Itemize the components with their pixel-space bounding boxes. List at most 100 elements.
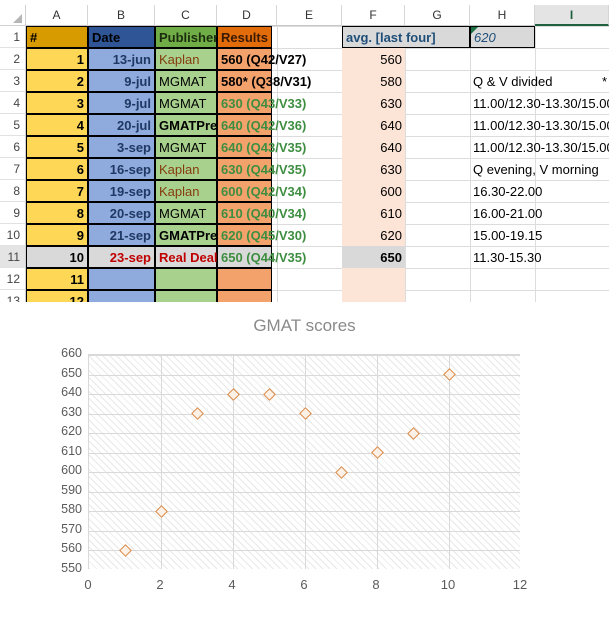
cell-d-result[interactable]: 560 (Q42/V27) <box>217 48 306 70</box>
cell-b-date[interactable]: 16-sep <box>88 158 155 180</box>
cell-h-note[interactable]: Q & V divided <box>473 73 553 89</box>
chart-data-point[interactable] <box>226 387 240 401</box>
cell-b-date[interactable]: 21-sep <box>88 224 155 246</box>
row-header-3[interactable]: 3 <box>0 70 26 92</box>
cell-a1-header-number[interactable]: # <box>26 26 88 48</box>
cell-f1-avg-label[interactable]: avg. [last four] <box>342 26 470 48</box>
cell-f-score[interactable] <box>342 268 405 290</box>
cell-h-note[interactable]: 16.30-22.00 <box>473 183 543 199</box>
cell-c-publisher[interactable]: MGMAT <box>155 92 217 114</box>
cell-h-note[interactable]: 11.00/12.30-13.30/15.00 <box>473 139 609 155</box>
cell-f-score[interactable]: 640 <box>342 114 405 136</box>
cell-b1-header-date[interactable]: Date <box>88 26 155 48</box>
cell-b-date[interactable]: 13-jun <box>88 48 155 70</box>
cell-f-score[interactable]: 650 <box>342 246 405 268</box>
chart-data-point[interactable] <box>118 544 132 557</box>
cell-b-date[interactable]: 19-sep <box>88 180 155 202</box>
chart-data-point[interactable] <box>298 407 312 420</box>
column-header-a[interactable]: A <box>26 5 88 26</box>
cell-d-result[interactable]: 650 (Q44/V35) <box>217 246 306 268</box>
cell-a-number[interactable]: 7 <box>26 180 88 202</box>
cell-h-note[interactable]: 15.00-19.15 <box>473 227 543 243</box>
row-header-12[interactable]: 12 <box>0 268 26 290</box>
cell-c-publisher[interactable]: MGMAT <box>155 136 217 158</box>
column-header-f[interactable]: F <box>342 5 405 26</box>
cell-b-date[interactable]: 9-jul <box>88 70 155 92</box>
cell-h-note[interactable]: 11.00/12.30-13.30/15.00 <box>473 117 609 133</box>
cell-f-score[interactable]: 600 <box>342 180 405 202</box>
row-header-4[interactable]: 4 <box>0 92 26 114</box>
row-header-9[interactable]: 9 <box>0 202 26 224</box>
cell-d-result[interactable]: 580* (Q38/V31) <box>217 70 311 92</box>
column-header-d[interactable]: D <box>217 5 277 26</box>
cell-c-publisher[interactable]: Kaplan <box>155 180 217 202</box>
cell-a-number[interactable]: 2 <box>26 70 88 92</box>
chart-panel[interactable]: GMAT scores 550 560 570 580 590 600 610 620 630 6… <box>0 302 609 627</box>
cell-a-number[interactable]: 4 <box>26 114 88 136</box>
cell-c-publisher[interactable]: MGMAT <box>155 202 217 224</box>
column-header-g[interactable]: G <box>405 5 470 26</box>
cell-a-number[interactable]: 9 <box>26 224 88 246</box>
cell-a-number[interactable]: 11 <box>26 268 88 290</box>
cell-c-publisher[interactable]: Real Deal <box>155 246 218 268</box>
row-header-2[interactable]: 2 <box>0 48 26 70</box>
cell-a-number[interactable]: 10 <box>26 246 88 268</box>
cell-a-number[interactable]: 5 <box>26 136 88 158</box>
chart-data-point[interactable] <box>406 426 420 440</box>
cell-h-note[interactable]: Q evening, V morning <box>473 161 599 177</box>
cell-b-date[interactable] <box>88 268 155 290</box>
chart-data-point[interactable] <box>262 387 276 401</box>
cell-b-date[interactable]: 9-jul <box>88 92 155 114</box>
cell-b-date[interactable]: 20-jul <box>88 114 155 136</box>
cell-b-date[interactable]: 3-sep <box>88 136 155 158</box>
cell-f-score[interactable]: 620 <box>342 224 405 246</box>
cell-a-number[interactable]: 1 <box>26 48 88 70</box>
cell-h-note[interactable]: 16.00-21.00 <box>473 205 543 221</box>
cell-f-score[interactable]: 630 <box>342 92 405 114</box>
cell-c-publisher[interactable]: Kaplan <box>155 48 217 70</box>
row-header-1[interactable]: 1 <box>0 26 26 48</box>
chart-data-point[interactable] <box>370 446 384 460</box>
spreadsheet-grid[interactable]: A B C D E F G H I 1234567891011121314 #D… <box>0 0 609 335</box>
cell-a-number[interactable]: 3 <box>26 92 88 114</box>
row-header-11[interactable]: 11 <box>0 246 26 268</box>
cell-d-result[interactable]: 630 (Q44/V35) <box>217 158 306 180</box>
cell-f-score[interactable]: 640 <box>342 136 405 158</box>
cell-a-number[interactable]: 8 <box>26 202 88 224</box>
cell-c-publisher[interactable] <box>155 268 217 290</box>
cell-d-result[interactable]: 610 (Q40/V34) <box>217 202 306 224</box>
cell-f-score[interactable]: 630 <box>342 158 405 180</box>
cell-d-result[interactable]: 620 (Q45/V30) <box>217 224 306 246</box>
cell-d-result[interactable]: 600 (Q42/V34) <box>217 180 306 202</box>
cell-h-note[interactable]: 11.30-15.30 <box>473 249 542 265</box>
cell-b-date[interactable]: 23-sep <box>88 246 155 268</box>
cell-b-date[interactable]: 20-sep <box>88 202 155 224</box>
cell-c-publisher[interactable]: MGMAT <box>155 70 217 92</box>
cell-c-publisher[interactable]: GMATPrep <box>155 114 225 136</box>
chart-data-point[interactable] <box>334 465 348 479</box>
cell-h1-avg-value[interactable]: 620 <box>470 26 535 48</box>
cell-c1-header-publisher[interactable]: Publisher <box>155 26 218 48</box>
chart-data-point[interactable] <box>190 407 204 420</box>
cell-a-number[interactable]: 6 <box>26 158 88 180</box>
cell-d-result[interactable] <box>217 268 272 290</box>
row-header-6[interactable]: 6 <box>0 136 26 158</box>
chart-data-point[interactable] <box>442 368 456 381</box>
column-header-c[interactable]: C <box>155 5 217 26</box>
column-header-i[interactable]: I <box>535 5 609 26</box>
cell-f-score[interactable]: 610 <box>342 202 405 224</box>
cell-d-result[interactable]: 630 (Q43/V33) <box>217 92 306 114</box>
column-header-h[interactable]: H <box>470 5 535 26</box>
row-header-5[interactable]: 5 <box>0 114 26 136</box>
row-header-10[interactable]: 10 <box>0 224 26 246</box>
chart-data-point[interactable] <box>154 504 168 518</box>
column-header-b[interactable]: B <box>88 5 155 26</box>
column-header-e[interactable]: E <box>277 5 342 26</box>
cell-d-result[interactable]: 640 (Q43/V35) <box>217 136 306 158</box>
cell-c-publisher[interactable]: Kaplan <box>155 158 217 180</box>
cell-d-result[interactable]: 640 (Q42/V36) <box>217 114 306 136</box>
cell-h-note[interactable]: 11.00/12.30-13.30/15.00 <box>473 95 609 111</box>
row-header-8[interactable]: 8 <box>0 180 26 202</box>
cell-f-score[interactable]: 580 <box>342 70 405 92</box>
cell-f-score[interactable]: 560 <box>342 48 405 70</box>
